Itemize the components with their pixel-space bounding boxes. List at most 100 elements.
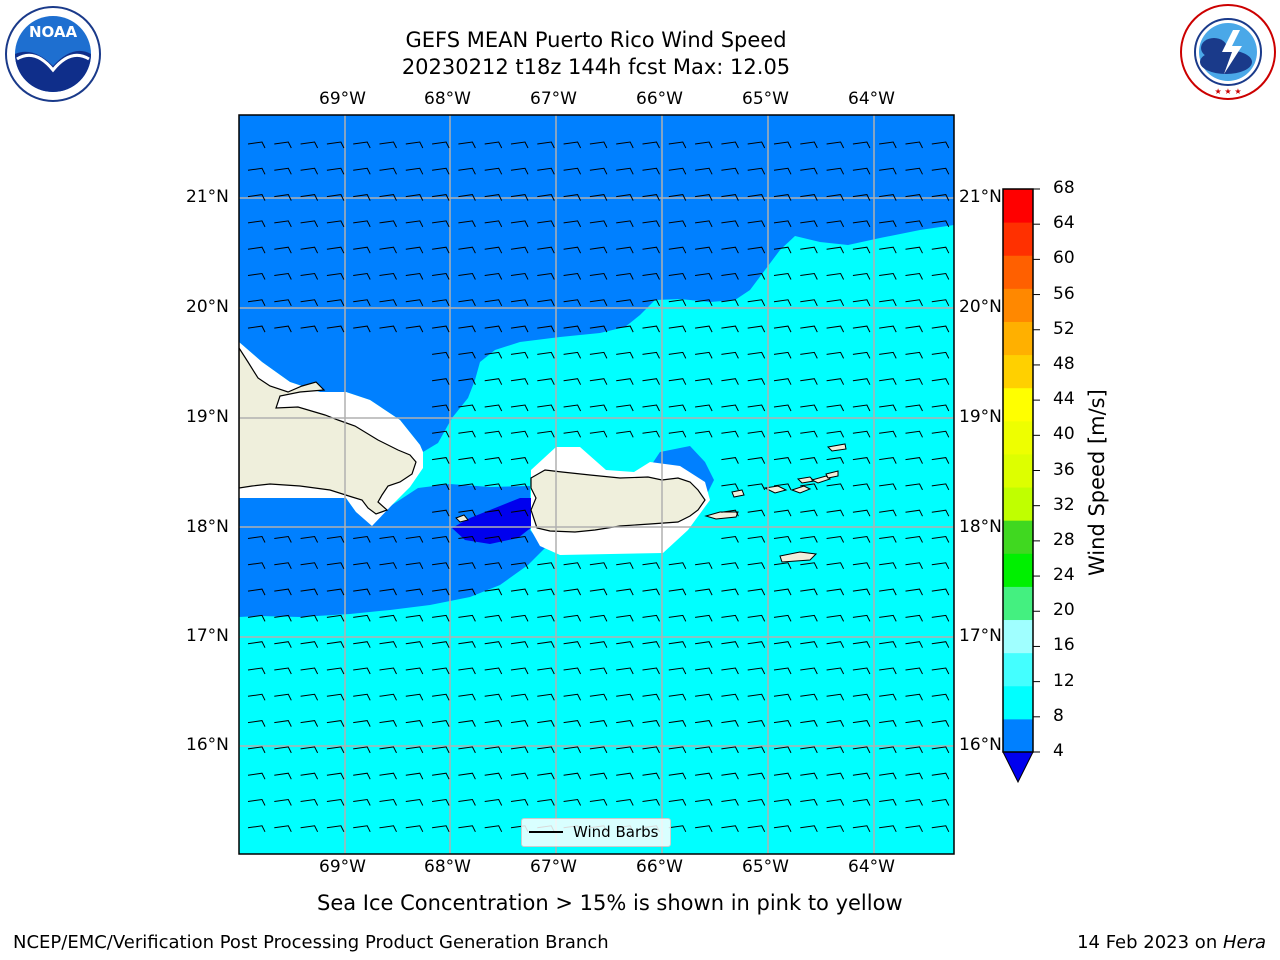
wind-barb: [905, 720, 923, 727]
wind-barb: [616, 667, 634, 675]
wind-barb: [642, 667, 660, 675]
wind-barb: [879, 798, 897, 806]
lat-label-left: 19°N: [186, 407, 229, 427]
wind-barb: [879, 220, 897, 228]
wind-barb: [905, 246, 923, 254]
wind-barb: [379, 535, 397, 543]
wind-barb: [668, 299, 687, 307]
wind-barb: [274, 562, 292, 570]
wind-barb: [642, 167, 660, 175]
wind-barb: [300, 562, 319, 570]
colorbar-tick-label: 56: [1053, 283, 1075, 304]
wind-barb: [773, 825, 792, 833]
wind-barb: [589, 167, 608, 175]
wind-barb: [642, 299, 660, 307]
wind-barb: [905, 562, 923, 570]
wind-barb: [353, 562, 371, 570]
wind-barb: [247, 641, 266, 648]
colorbar-extend-triangle: [1002, 751, 1034, 784]
wind-barb: [563, 667, 582, 675]
wind-barb: [773, 351, 792, 359]
wind-barb: [826, 167, 845, 175]
wind-barb: [589, 430, 608, 438]
ocean-deep-patch: [452, 498, 531, 544]
colorbar-tick-label: 12: [1053, 670, 1075, 691]
wind-barb: [484, 483, 503, 491]
wind-barb: [484, 562, 503, 570]
wind-barb: [747, 483, 766, 491]
wind-barb: [563, 772, 582, 780]
wind-barb: [826, 614, 845, 622]
wind-barb: [589, 404, 608, 412]
wind-barb: [931, 299, 950, 307]
wind-barb: [458, 825, 476, 833]
wind-barb: [432, 404, 450, 412]
colorbar-segment: [1003, 718, 1033, 753]
wind-barb: [879, 194, 897, 201]
wind-barb: [931, 167, 950, 175]
wind-barb: [563, 378, 582, 385]
wind-barb: [274, 720, 292, 727]
wind-barb: [773, 378, 792, 385]
wind-barb: [616, 693, 634, 701]
footer-credit: NCEP/EMC/Verification Post Processing Pr…: [13, 932, 609, 953]
wind-barb: [563, 351, 582, 359]
wind-barb: [510, 509, 529, 517]
wind-barb: [353, 693, 371, 701]
island: [826, 443, 847, 452]
wind-barb: [668, 588, 687, 596]
wind-barb: [458, 299, 476, 307]
wind-barb: [879, 272, 897, 280]
wind-barb: [773, 325, 792, 333]
wind-barb: [379, 693, 397, 701]
sea-ice-caption: Sea Ice Concentration > 15% is shown in …: [317, 891, 903, 915]
wind-barb: [274, 167, 292, 175]
wind-barb: [326, 299, 345, 307]
wind-barb: [274, 194, 292, 201]
wind-barb: [300, 825, 319, 833]
wind-barb: [905, 825, 923, 833]
wind-barb: [826, 325, 845, 333]
wind-barb: [537, 325, 555, 333]
wind-barb: [931, 693, 950, 701]
wind-barb: [484, 272, 503, 280]
wind-barb: [379, 220, 397, 228]
wind-barb: [616, 404, 634, 412]
wind-barb: [826, 693, 845, 701]
wind-barb: [458, 246, 476, 254]
wind-barb: [773, 272, 792, 280]
wind-barb: [668, 194, 687, 201]
wind-barb: [800, 378, 818, 385]
wind-barb: [326, 798, 345, 806]
wind-barb: [826, 535, 845, 543]
wind-barb: [905, 693, 923, 701]
wind-barb: [747, 430, 766, 438]
wind-barb: [537, 562, 555, 570]
wind-barb: [879, 588, 897, 596]
wind-barb: [432, 588, 450, 596]
colorbar-label: Wind Speed [m/s]: [1085, 389, 1109, 576]
wind-barb: [589, 798, 608, 806]
wind-barb: [852, 430, 871, 438]
wind-barb: [458, 141, 476, 149]
wind-barb: [642, 220, 660, 228]
wind-barb: [879, 667, 897, 675]
wind-barb: [458, 772, 476, 780]
wind-barb: [405, 246, 424, 254]
wind-barb: [458, 535, 476, 543]
chart-title: GEFS MEAN Puerto Rico Wind Speed: [405, 28, 787, 52]
wind-barb: [616, 720, 634, 727]
wind-barb: [432, 246, 450, 254]
map-frame: [238, 114, 955, 855]
wind-barb: [379, 614, 397, 622]
wind-barb: [563, 693, 582, 701]
wind-barb: [510, 167, 529, 175]
wind-barb: [747, 194, 766, 201]
wind-barb: [326, 272, 345, 280]
wind-barb: [931, 798, 950, 806]
wind-barb: [852, 351, 871, 359]
colorbar-tick-label: 48: [1053, 353, 1075, 374]
colorbar-segment: [1003, 553, 1033, 587]
wind-barb: [747, 404, 766, 412]
wind-barb: [931, 562, 950, 570]
